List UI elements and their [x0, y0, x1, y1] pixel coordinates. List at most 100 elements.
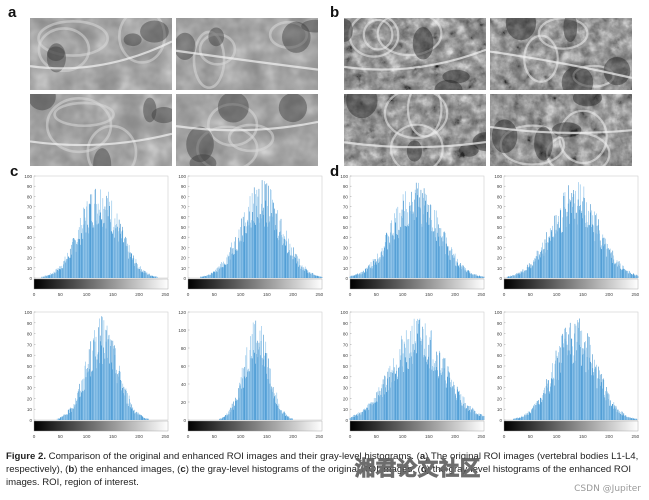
y-tick-label: 80 [181, 346, 187, 351]
y-tick-label: 60 [27, 215, 33, 220]
roi-dark-region [189, 154, 217, 166]
grayscale-colorbar [33, 420, 169, 432]
y-tick-label: 30 [27, 245, 33, 250]
x-tick-label: 200 [135, 434, 143, 439]
y-tick-label: 40 [343, 375, 349, 380]
x-tick-label: 0 [349, 292, 352, 297]
grayscale-colorbar [187, 278, 323, 290]
x-tick-label: 50 [212, 292, 218, 297]
y-tick-label: 60 [27, 353, 33, 358]
panel-label-d: d [330, 163, 340, 180]
roi-bright-streak [490, 125, 632, 134]
roi-dark-region [563, 18, 578, 43]
y-tick-label: 90 [343, 321, 349, 326]
roi-image-original-l1 [30, 18, 172, 90]
y-tick-label: 0 [29, 418, 32, 423]
y-tick-label: 60 [343, 215, 349, 220]
figure-caption: Figure 2. Comparison of the original and… [6, 450, 646, 490]
x-tick-label: 200 [605, 292, 613, 297]
caption-text-2: ) The original ROI images (vertebral bod… [6, 451, 639, 476]
y-tick-label: 30 [497, 386, 503, 391]
x-tick-label: 200 [451, 292, 459, 297]
y-tick-label: 10 [497, 266, 503, 271]
grayscale-colorbar [349, 420, 485, 432]
roi-bright-streak [30, 40, 172, 70]
x-tick-label: 250 [632, 292, 640, 297]
grayscale-colorbar [33, 278, 169, 290]
y-tick-label: 10 [343, 407, 349, 412]
caption-ref-a: a [419, 451, 426, 462]
caption-ref-c: c [180, 464, 186, 476]
roi-trabecular-ring [523, 34, 559, 83]
roi-trabecular-ring [192, 30, 226, 89]
histogram-original-l4: 0 20 40 60 80 100 120 0 50 100 150 200 250 [176, 308, 326, 444]
histogram-original-l1: 0 10 20 30 40 50 60 70 80 90 100 0 50 100 150 200 250 [22, 172, 172, 302]
roi-trabecular-ring [118, 18, 166, 64]
x-tick-label: 100 [237, 292, 245, 297]
x-tick-label: 200 [605, 434, 613, 439]
y-tick-label: 0 [183, 276, 186, 281]
roi-trabecular-ring [37, 19, 109, 57]
x-tick-label: 50 [528, 292, 534, 297]
roi-dark-region [186, 126, 214, 163]
y-tick-label: 70 [343, 342, 349, 347]
y-tick-label: 0 [183, 418, 186, 423]
roi-image-enhanced-l3 [344, 94, 486, 166]
roi-dark-region [344, 18, 353, 42]
x-tick-label: 50 [374, 292, 380, 297]
y-tick-label: 90 [497, 184, 503, 189]
roi-trabecular-ring [537, 18, 589, 50]
y-tick-label: 30 [343, 245, 349, 250]
grayscale-colorbar [349, 278, 485, 290]
y-tick-label: 90 [497, 321, 503, 326]
y-tick-label: 0 [345, 418, 348, 423]
roi-dark-region [412, 27, 434, 60]
y-tick-label: 20 [497, 396, 503, 401]
grayscale-colorbar [187, 420, 323, 432]
x-tick-label: 250 [162, 434, 170, 439]
y-tick-label: 70 [497, 342, 503, 347]
x-tick-label: 100 [553, 292, 561, 297]
y-tick-label: 90 [27, 184, 33, 189]
y-tick-label: 100 [494, 174, 502, 179]
roi-bright-streak [176, 49, 318, 71]
y-tick-label: 0 [499, 418, 502, 423]
roi-dark-region [505, 18, 537, 41]
x-tick-label: 200 [135, 292, 143, 297]
roi-dark-region [208, 27, 225, 47]
y-tick-label: 80 [27, 194, 33, 199]
y-tick-label: 100 [24, 310, 32, 315]
y-tick-label: 100 [178, 328, 186, 333]
roi-image-enhanced-l2 [490, 18, 632, 90]
y-tick-label: 50 [27, 364, 33, 369]
panel-label-a: a [8, 4, 17, 21]
y-tick-label: 90 [343, 184, 349, 189]
roi-trabecular-ring [383, 94, 449, 139]
x-tick-label: 100 [237, 434, 245, 439]
y-tick-label: 40 [497, 375, 503, 380]
y-tick-label: 30 [27, 386, 33, 391]
figure-label: Figure 2. [6, 451, 46, 462]
y-tick-label: 80 [181, 194, 187, 199]
roi-dark-region [47, 46, 65, 62]
y-tick-label: 80 [343, 194, 349, 199]
roi-dark-region [603, 56, 631, 86]
y-tick-label: 10 [343, 266, 349, 271]
roi-image-enhanced-l1 [344, 18, 486, 90]
y-tick-label: 30 [497, 245, 503, 250]
y-tick-label: 90 [27, 321, 33, 326]
x-tick-label: 250 [478, 434, 486, 439]
roi-dark-region [561, 66, 594, 90]
y-tick-label: 0 [29, 276, 32, 281]
x-tick-label: 100 [83, 434, 91, 439]
y-tick-label: 50 [497, 225, 503, 230]
panel-label-c: c [10, 163, 19, 180]
y-tick-label: 100 [24, 174, 32, 179]
y-tick-label: 60 [497, 353, 503, 358]
y-tick-label: 70 [27, 342, 33, 347]
y-tick-label: 50 [343, 364, 349, 369]
y-tick-label: 90 [181, 184, 187, 189]
y-tick-label: 20 [181, 256, 187, 261]
x-tick-label: 0 [187, 292, 190, 297]
roi-dark-region [572, 94, 602, 107]
